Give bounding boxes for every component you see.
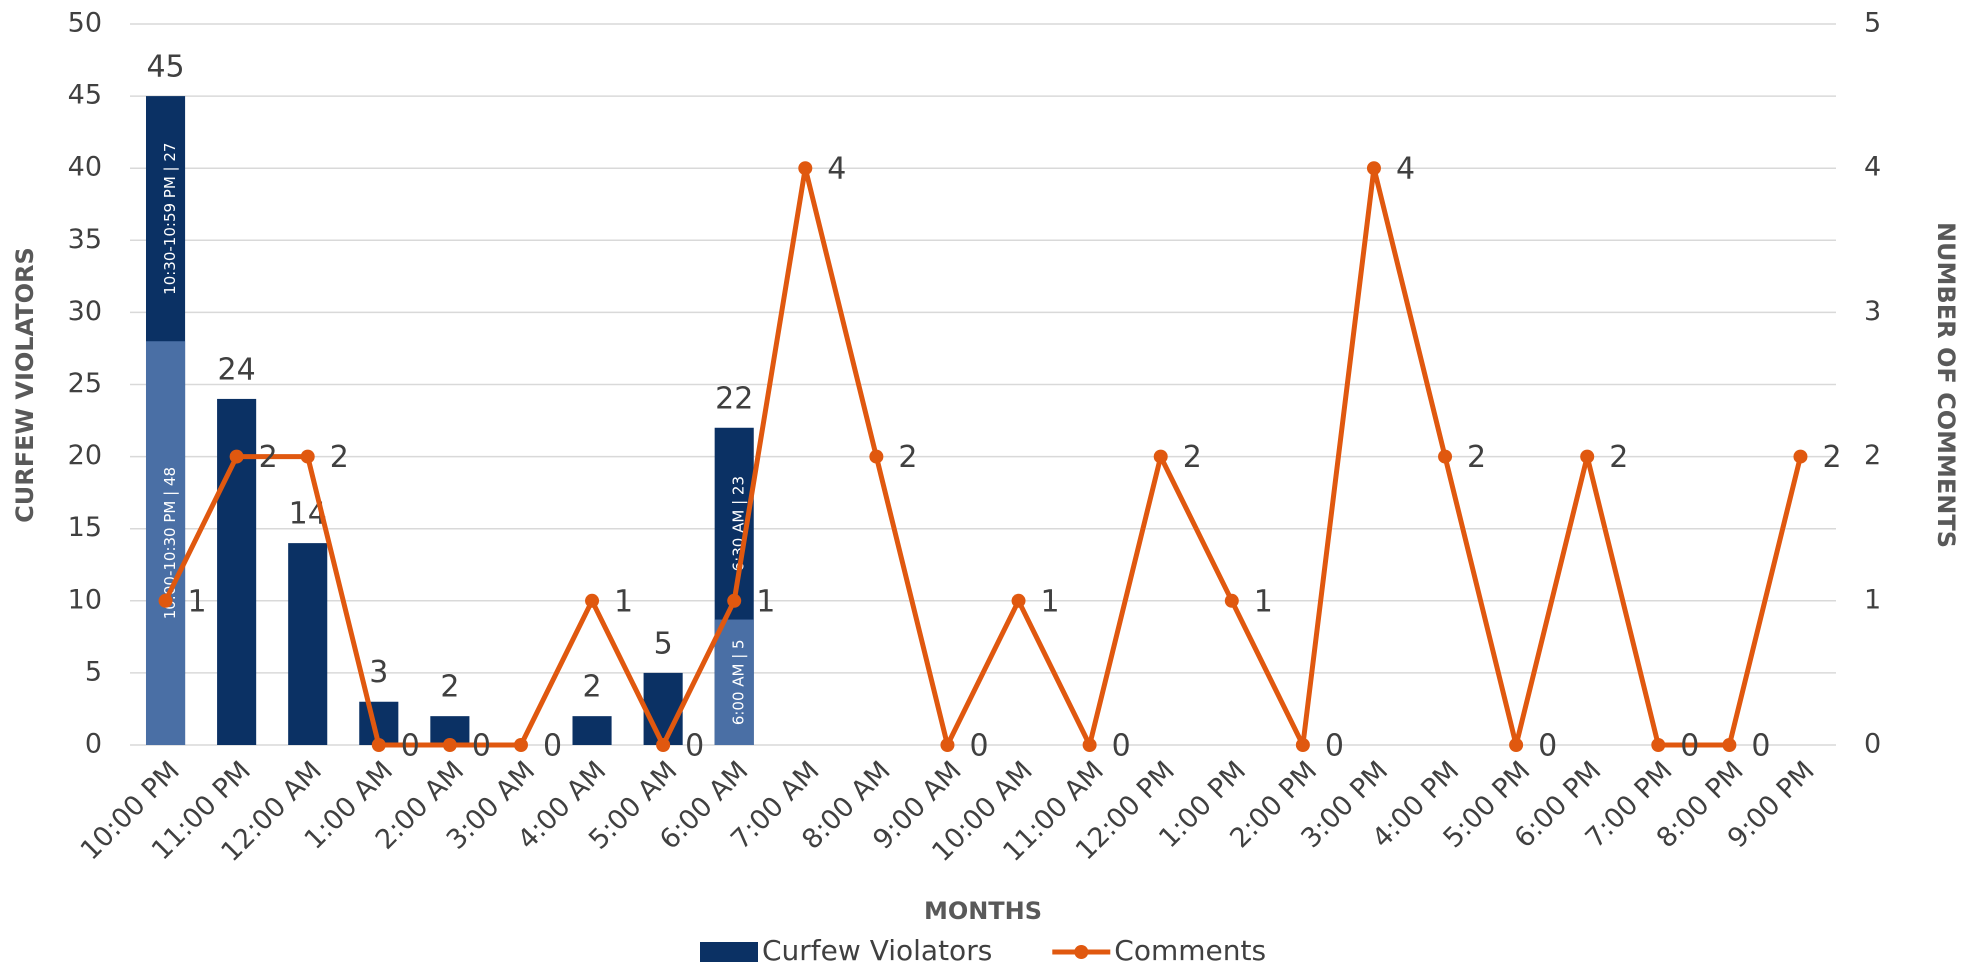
- y2-tick-label: 3: [1864, 296, 1881, 327]
- data-label: 2: [1609, 440, 1628, 475]
- line-point: [1438, 449, 1453, 464]
- data-label: 5: [654, 626, 673, 661]
- line-point: [442, 738, 457, 752]
- line-point: [1011, 593, 1026, 608]
- y-axis-title: CURFEW VIOLATORS: [11, 247, 39, 523]
- data-label: 22: [715, 381, 753, 416]
- data-label: 24: [218, 352, 256, 387]
- line-point: [1793, 449, 1808, 464]
- y2-axis-title: NUMBER OF COMMENTS: [1932, 222, 1960, 548]
- line-point: [1224, 593, 1239, 608]
- data-label: 2: [1183, 440, 1202, 475]
- line-point: [1651, 738, 1666, 752]
- data-label: 0: [472, 729, 491, 764]
- y-tick-label: 5: [85, 656, 102, 687]
- segment-label: 10:30-10:59 PM | 27: [161, 143, 179, 295]
- data-label: 0: [1751, 729, 1770, 764]
- data-label: 1: [188, 584, 207, 619]
- data-label: 0: [543, 729, 562, 764]
- bar-lower-segment: [714, 619, 754, 745]
- data-label: 1: [614, 584, 633, 619]
- y-tick-label: 10: [68, 584, 102, 615]
- y2-tick-label: 0: [1864, 729, 1881, 760]
- y-tick-label: 40: [68, 152, 102, 183]
- line-point: [1580, 449, 1595, 464]
- bar: [288, 543, 328, 745]
- data-label: 2: [440, 670, 459, 705]
- line-point: [585, 593, 600, 608]
- legend-swatch: [700, 942, 758, 962]
- line-point: [1153, 449, 1168, 464]
- data-label: 1: [1041, 584, 1060, 619]
- line-point: [229, 449, 244, 464]
- line-point: [1509, 738, 1524, 752]
- line-point: [1366, 161, 1381, 176]
- line-point: [940, 738, 955, 752]
- data-label: 1: [756, 584, 775, 619]
- data-label: 1: [1254, 584, 1273, 619]
- y-tick-label: 25: [68, 368, 102, 399]
- data-label: 0: [1538, 729, 1557, 764]
- y-tick-label: 30: [68, 296, 102, 327]
- legend-label: Comments: [1114, 934, 1266, 963]
- data-label: 4: [827, 152, 846, 187]
- data-label: 0: [969, 729, 988, 764]
- data-label: 2: [330, 440, 349, 475]
- line-point: [1295, 738, 1310, 752]
- line: [163, 165, 1803, 748]
- bar: [643, 672, 683, 745]
- x-axis-title: MONTHS: [924, 897, 1042, 925]
- data-label: 0: [1325, 729, 1344, 764]
- line-point: [513, 738, 528, 752]
- y2-tick-label: 4: [1864, 152, 1881, 183]
- bar: [572, 716, 612, 745]
- data-label: 0: [401, 729, 420, 764]
- y2-tick-label: 1: [1864, 584, 1881, 615]
- line-point: [158, 593, 173, 608]
- line-point: [300, 449, 315, 464]
- y2-tick-label: 2: [1864, 440, 1881, 471]
- y-tick-label: 35: [68, 224, 102, 255]
- line-point: [656, 738, 671, 752]
- bar-lower-segment: [145, 341, 186, 745]
- data-label: 2: [582, 670, 601, 705]
- y-tick-label: 20: [68, 440, 102, 471]
- line-point: [798, 161, 813, 176]
- line-point: [727, 593, 742, 608]
- legend-label: Curfew Violators: [762, 934, 992, 963]
- data-label: 3: [369, 655, 388, 690]
- line-point: [869, 449, 884, 464]
- data-label: 2: [259, 440, 278, 475]
- y-tick-label: 0: [85, 729, 102, 760]
- line-point: [1722, 738, 1737, 752]
- line-point: [371, 738, 386, 752]
- data-label: 45: [146, 50, 184, 85]
- data-label: 4: [1396, 152, 1415, 187]
- data-label: 2: [898, 440, 917, 475]
- legend-swatch: [1074, 945, 1089, 959]
- y2-tick-label: 5: [1864, 8, 1881, 39]
- y-tick-label: 45: [68, 80, 102, 111]
- data-label: 0: [1112, 729, 1131, 764]
- data-label: 2: [1822, 440, 1841, 475]
- data-label: 0: [1680, 729, 1699, 764]
- data-label: 2: [1467, 440, 1486, 475]
- data-label: 0: [685, 729, 704, 764]
- line-point: [1082, 738, 1097, 752]
- y-tick-label: 15: [68, 512, 102, 543]
- segment-label: 6:00 AM | 5: [730, 639, 748, 725]
- y-tick-label: 50: [68, 8, 102, 39]
